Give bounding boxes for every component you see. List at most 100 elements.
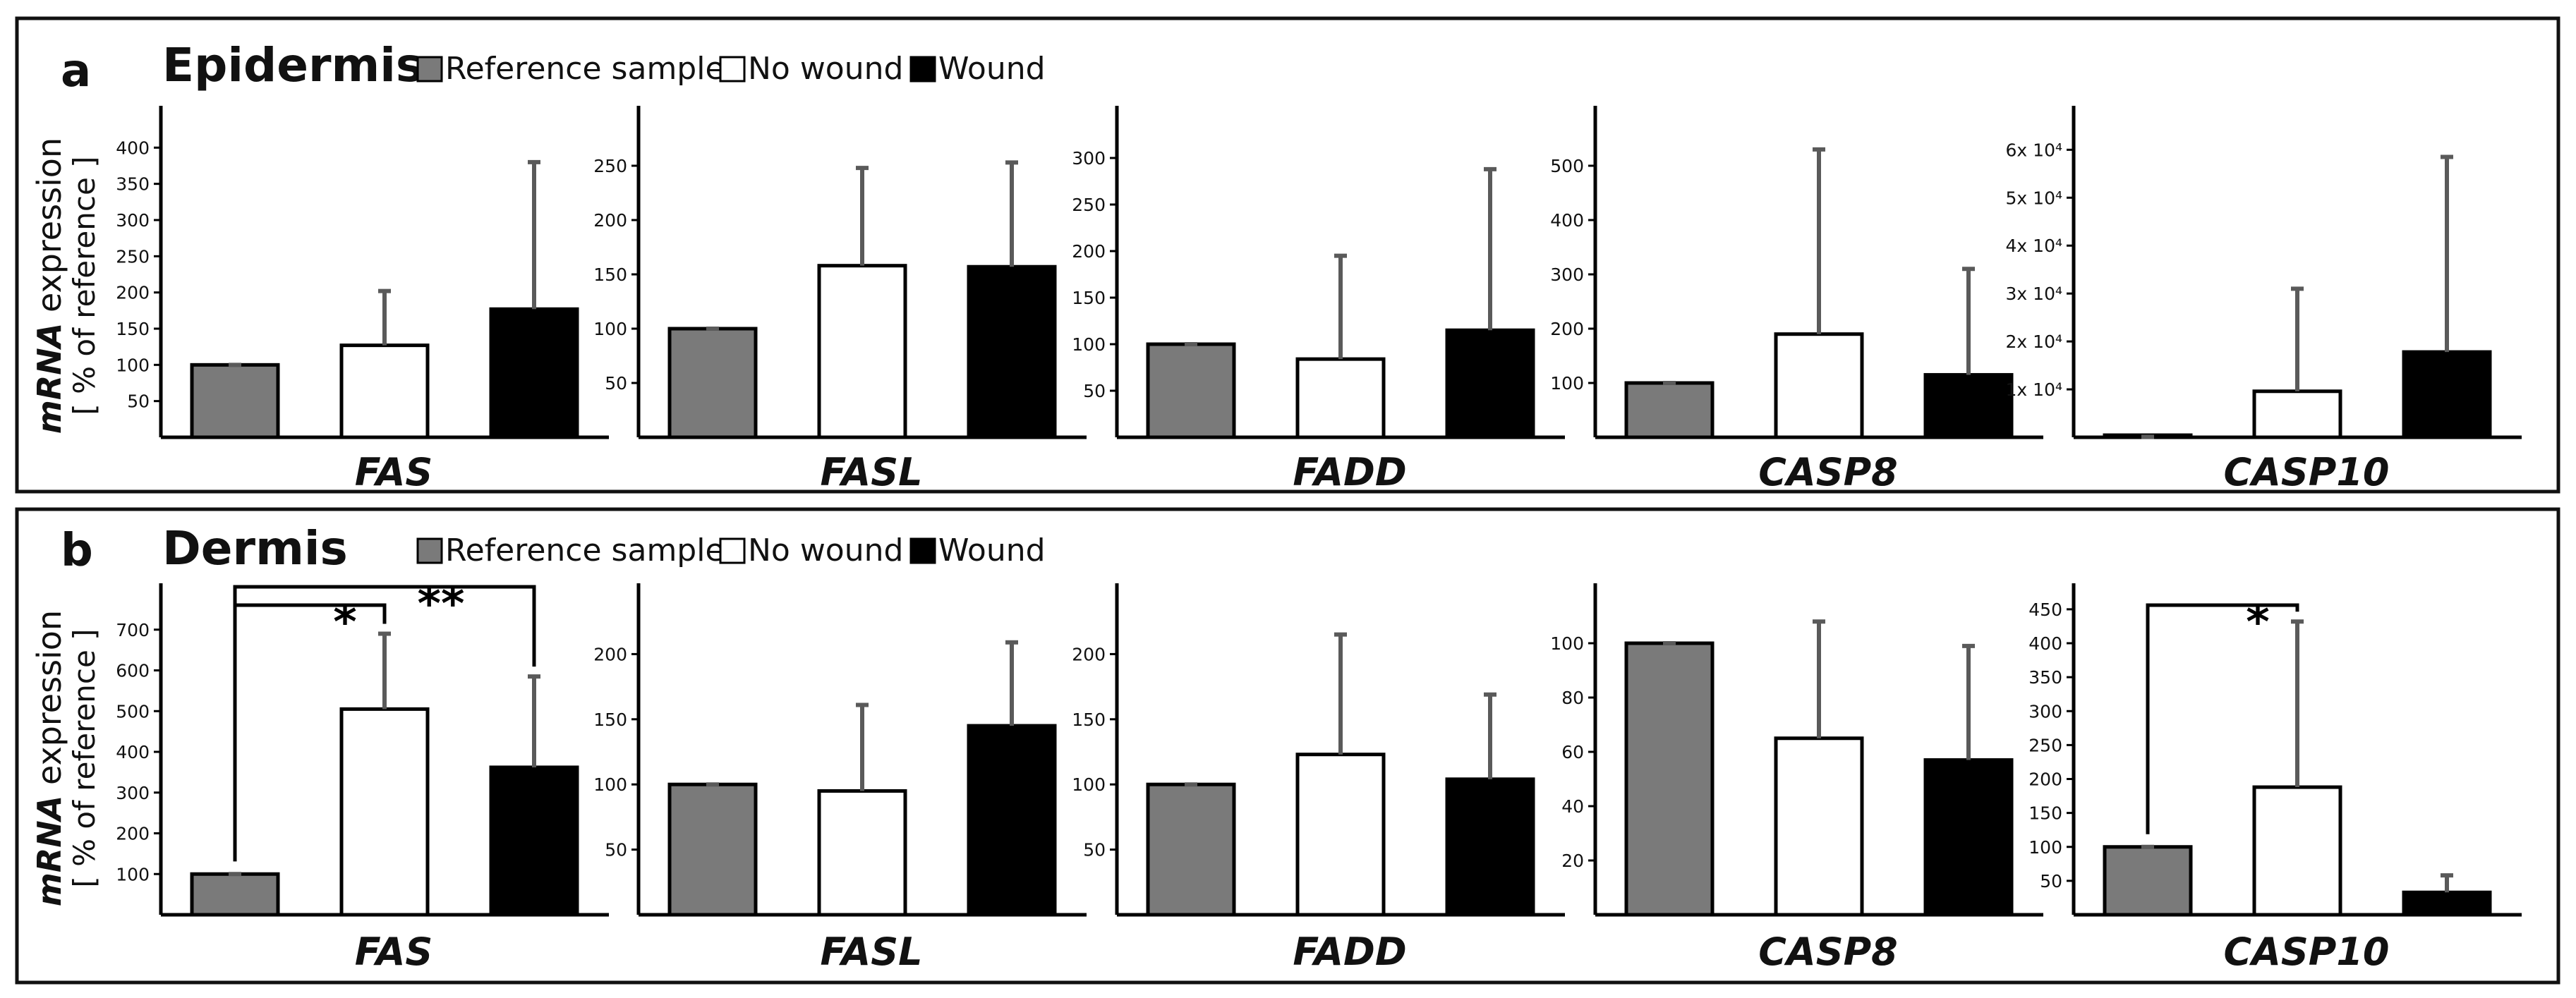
y-tick-label: 20 — [1561, 851, 1584, 871]
y-tick-label: 150 — [116, 319, 150, 339]
gene-label: FASL — [820, 450, 922, 494]
y-tick-label: 200 — [1072, 241, 1106, 262]
y-tick-label: 100 — [1550, 373, 1584, 394]
panel-b-legend: Reference sample No wound Wound — [416, 533, 1046, 568]
y-tick-label: 700 — [116, 620, 150, 640]
y-tick-label: 150 — [593, 710, 627, 730]
bar-no-wound — [817, 264, 907, 439]
y-tick-label: 200 — [1072, 644, 1106, 664]
bar-no-wound — [2252, 389, 2342, 439]
legend-swatch-wound — [909, 56, 936, 83]
y-tick-label: 100 — [593, 774, 627, 795]
y-tick-label: 4x 10⁴ — [2006, 236, 2062, 256]
panel-a-y-axis-label: mRNA expression — [30, 138, 68, 434]
y-tick-label: 300 — [1550, 264, 1584, 285]
subplot-b-casp10: 50 100 150 200 250 300 350 400 450 * CASP10 — [2028, 583, 2522, 974]
significance-marker: ** — [418, 578, 465, 631]
gene-label: CASP10 — [2223, 930, 2389, 974]
gene-label: CASP8 — [1758, 450, 1897, 494]
bar-reference — [667, 327, 758, 439]
y-tick-label: 400 — [1550, 210, 1584, 231]
gene-label: FASL — [820, 930, 922, 974]
legend-label-no-wound: No wound — [748, 51, 903, 87]
panel-b-frame — [15, 507, 2560, 985]
bar-reference — [1624, 641, 1715, 917]
gene-label: FADD — [1293, 450, 1406, 494]
legend-label-wound: Wound — [938, 533, 1046, 568]
gene-label: CASP10 — [2223, 450, 2389, 494]
y-tick-label: 200 — [593, 210, 627, 231]
y-tick-label: 250 — [1072, 195, 1106, 215]
y-tick-label: 40 — [1561, 796, 1584, 817]
y-tick-label: 1x 10⁴ — [2006, 379, 2062, 400]
y-tick-label: 50 — [2040, 871, 2062, 891]
bar-wound — [2402, 890, 2492, 917]
y-tick-label: 200 — [116, 283, 150, 303]
bar-wound — [489, 765, 579, 917]
legend-swatch-no-wound — [719, 56, 746, 83]
bar-no-wound — [339, 707, 430, 917]
panel-a-letter: a — [61, 45, 91, 97]
panel-a-y-axis-sublabel: [ % of reference ] — [67, 156, 102, 415]
legend-swatch-no-wound — [719, 537, 746, 564]
legend-label-no-wound: No wound — [748, 533, 903, 568]
bar-wound — [1923, 372, 2014, 439]
bar-wound — [2402, 350, 2492, 439]
y-tick-label: 300 — [1072, 148, 1106, 169]
bar-wound — [1923, 758, 2014, 917]
y-tick-label: 50 — [605, 373, 627, 394]
bar-wound — [1445, 328, 1535, 439]
subplot-a-casp8: 100 200 300 400 500 CASP8 — [1550, 106, 2043, 494]
y-tick-label: 400 — [116, 138, 150, 158]
bar-reference — [1146, 342, 1236, 439]
legend-swatch-reference — [416, 537, 443, 564]
bar-wound — [967, 264, 1057, 439]
bar-no-wound — [339, 343, 430, 439]
bar-reference — [190, 363, 280, 439]
y-tick-label: 300 — [116, 210, 150, 231]
significance-marker: * — [2246, 597, 2269, 649]
bar-reference — [190, 872, 280, 917]
gene-label: CASP8 — [1758, 930, 1897, 974]
panel-b-y-axis-label: mRNA expression — [30, 610, 68, 906]
y-tick-label: 50 — [1083, 381, 1106, 401]
panel-a-frame — [15, 16, 2560, 494]
legend-swatch-wound — [909, 537, 936, 564]
bar-no-wound — [1774, 736, 1864, 917]
legend-label-reference: Reference sample — [445, 533, 725, 568]
y-tick-label: 80 — [1561, 688, 1584, 708]
subplot-a-fasl: 50 100 150 200 250 FASL — [593, 106, 1087, 494]
panel-b-y-axis-sublabel: [ % of reference ] — [67, 628, 102, 887]
y-tick-label: 600 — [116, 661, 150, 681]
y-tick-label: 500 — [1550, 156, 1584, 176]
significance-marker: * — [333, 597, 356, 649]
y-tick-label: 500 — [116, 701, 150, 722]
y-tick-label: 400 — [116, 742, 150, 762]
legend-label-reference: Reference sample — [445, 51, 725, 87]
subplot-a-fas: 50 100 150 200 250 300 350 400 FAS — [116, 106, 609, 494]
gene-label: FAS — [355, 450, 433, 494]
bar-wound — [967, 724, 1057, 917]
bar-no-wound — [1295, 753, 1386, 917]
y-tick-label: 50 — [127, 391, 150, 412]
y-tick-label: 300 — [116, 783, 150, 803]
bar-wound — [1445, 777, 1535, 917]
bar-reference — [1624, 381, 1715, 439]
y-tick-label: 100 — [2028, 837, 2062, 858]
bar-no-wound — [1295, 357, 1386, 439]
y-tick-label: 100 — [116, 864, 150, 884]
subplot-b-fasl: 50 100 150 200 FASL — [593, 583, 1087, 974]
y-tick-label: 100 — [1072, 774, 1106, 795]
y-tick-label: 250 — [2028, 735, 2062, 755]
y-tick-label: 150 — [593, 264, 627, 285]
y-tick-label: 50 — [1083, 840, 1106, 860]
y-tick-label: 150 — [2028, 803, 2062, 824]
legend-label-wound: Wound — [938, 51, 1046, 87]
y-tick-label: 300 — [2028, 701, 2062, 722]
bar-no-wound — [1774, 332, 1864, 439]
bar-wound — [489, 307, 579, 439]
significance-bracket — [233, 585, 536, 862]
y-tick-label: 400 — [2028, 633, 2062, 654]
